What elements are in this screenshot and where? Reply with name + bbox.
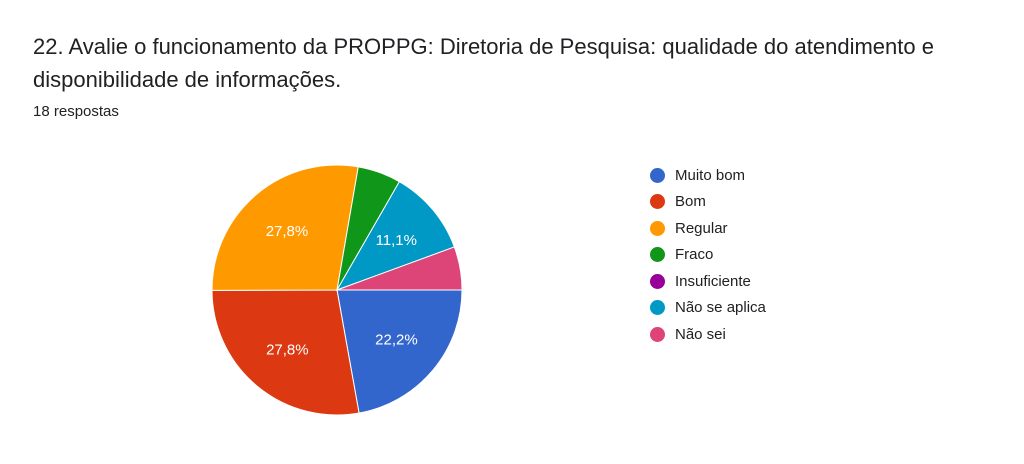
legend-label: Não se aplica — [675, 299, 766, 317]
legend-item[interactable]: Bom — [650, 189, 766, 216]
legend-item[interactable]: Insuficiente — [650, 268, 766, 295]
legend-item[interactable]: Fraco — [650, 242, 766, 269]
legend-label: Muito bom — [675, 166, 746, 184]
legend-label: Regular — [675, 219, 728, 237]
legend-item[interactable]: Não sei — [650, 321, 766, 348]
legend-swatch — [650, 247, 665, 263]
pie-slice-não-se-aplica[interactable] — [335, 180, 455, 291]
legend-swatch — [650, 300, 665, 316]
legend-label: Fraco — [675, 246, 714, 264]
chart-legend: Muito bom Bom Regular Fraco Insuficiente Não … — [650, 162, 766, 348]
pie-label: 11,1% — [376, 232, 417, 249]
pie-slice-não-sei[interactable] — [336, 246, 463, 291]
legend-item[interactable]: Muito bom — [650, 162, 766, 189]
pie-slice-bom[interactable] — [211, 289, 360, 416]
response-count: 18 respostas — [33, 103, 119, 120]
question-title: 22. Avalie o funcionamento da PROPPG: Di… — [33, 34, 934, 92]
pie-label: 27,8% — [266, 342, 309, 359]
pie-slice-regular[interactable] — [211, 164, 359, 291]
legend-label: Não sei — [675, 325, 726, 343]
legend-label: Bom — [675, 193, 706, 211]
legend-swatch — [650, 167, 665, 183]
legend-swatch — [650, 273, 665, 289]
legend-label: Insuficiente — [675, 272, 751, 290]
pie-slice-muito-bom[interactable] — [336, 289, 463, 414]
legend-item[interactable]: Não se aplica — [650, 295, 766, 322]
legend-swatch — [650, 326, 665, 342]
pie-label: 22,2% — [375, 332, 418, 349]
legend-item[interactable]: Regular — [650, 215, 766, 242]
pie-label: 27,8% — [266, 223, 309, 240]
legend-swatch — [650, 220, 665, 236]
legend-swatch — [650, 194, 665, 210]
